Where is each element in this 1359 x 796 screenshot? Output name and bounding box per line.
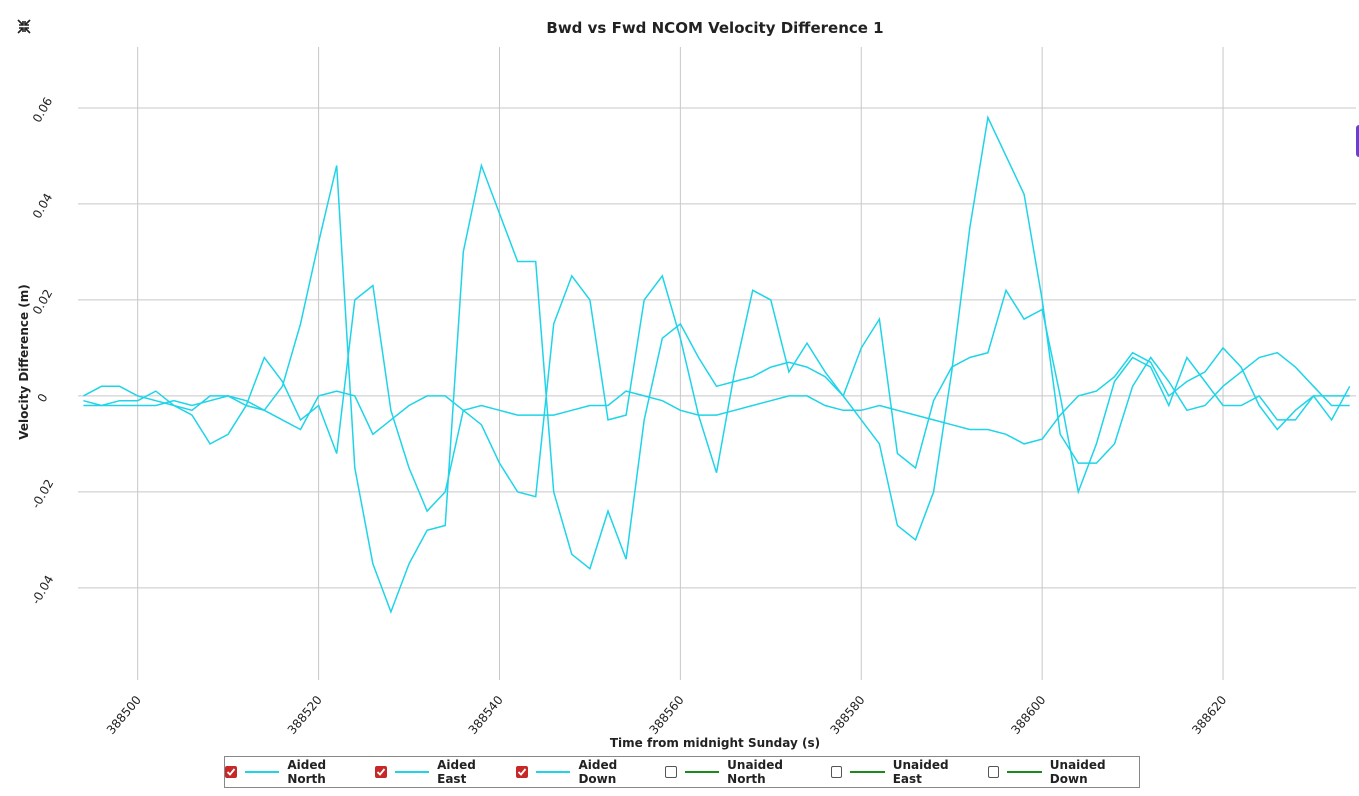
- legend-label: Unaided North: [727, 758, 783, 786]
- checkbox[interactable]: [988, 766, 1000, 778]
- legend: Aided North Aided East Aided Down Unaided N…: [224, 756, 1140, 788]
- x-tick-label: 388620: [1189, 693, 1229, 737]
- legend-swatch: [1007, 771, 1042, 773]
- x-tick-label: 388500: [104, 693, 144, 737]
- legend-label: Aided Down: [578, 758, 618, 786]
- series-line: [83, 114, 1350, 615]
- checkbox[interactable]: [516, 766, 529, 778]
- legend-item: Aided North: [225, 758, 361, 786]
- y-tick-label: -0.04: [29, 573, 57, 607]
- x-tick-label: 388600: [1008, 693, 1048, 737]
- legend-item: Aided East: [374, 758, 502, 786]
- series-line: [83, 274, 1351, 513]
- legend-item: Unaided East: [830, 758, 974, 786]
- checkbox[interactable]: [374, 766, 387, 778]
- checkbox[interactable]: [225, 766, 237, 778]
- x-tick-label: 388560: [646, 693, 686, 737]
- checkbox[interactable]: [665, 766, 677, 778]
- x-tick-label: 388540: [466, 693, 506, 737]
- legend-label: Aided North: [287, 758, 327, 786]
- legend-swatch: [536, 771, 571, 773]
- y-tick-label: -0.02: [29, 477, 57, 511]
- y-tick-label: 0: [35, 391, 51, 405]
- side-tab[interactable]: [1356, 125, 1359, 157]
- legend-swatch: [850, 771, 885, 773]
- check-mark: [517, 768, 527, 776]
- legend-item: Unaided Down: [988, 758, 1139, 786]
- checkbox[interactable]: [830, 766, 843, 778]
- x-axis-title: Time from midnight Sunday (s): [610, 736, 820, 750]
- legend-item: Unaided North: [665, 758, 817, 786]
- check-mark: [226, 768, 236, 776]
- x-tick-label: 388520: [285, 693, 325, 737]
- x-tick-label: 388580: [827, 693, 867, 737]
- y-tick-label: 0.06: [30, 95, 55, 125]
- chart: Bwd vs Fwd NCOM Velocity Difference 1 Ti…: [17, 19, 1356, 750]
- legend-label: Aided East: [437, 758, 476, 786]
- legend-swatch: [394, 771, 430, 773]
- y-tick-label: 0.04: [30, 191, 55, 221]
- legend-swatch: [245, 771, 280, 773]
- collapse-icon[interactable]: [17, 19, 31, 34]
- legend-swatch: [684, 771, 720, 773]
- check-mark: [376, 768, 386, 776]
- legend-label: Unaided Down: [1049, 758, 1106, 786]
- y-tick-label: 0.02: [30, 287, 55, 317]
- y-axis-title: Velocity Difference (m): [17, 284, 31, 440]
- legend-item: Aided Down: [516, 758, 651, 786]
- legend-label: Unaided East: [892, 758, 949, 786]
- series-line: [83, 346, 1350, 445]
- chart-title: Bwd vs Fwd NCOM Velocity Difference 1: [546, 19, 883, 37]
